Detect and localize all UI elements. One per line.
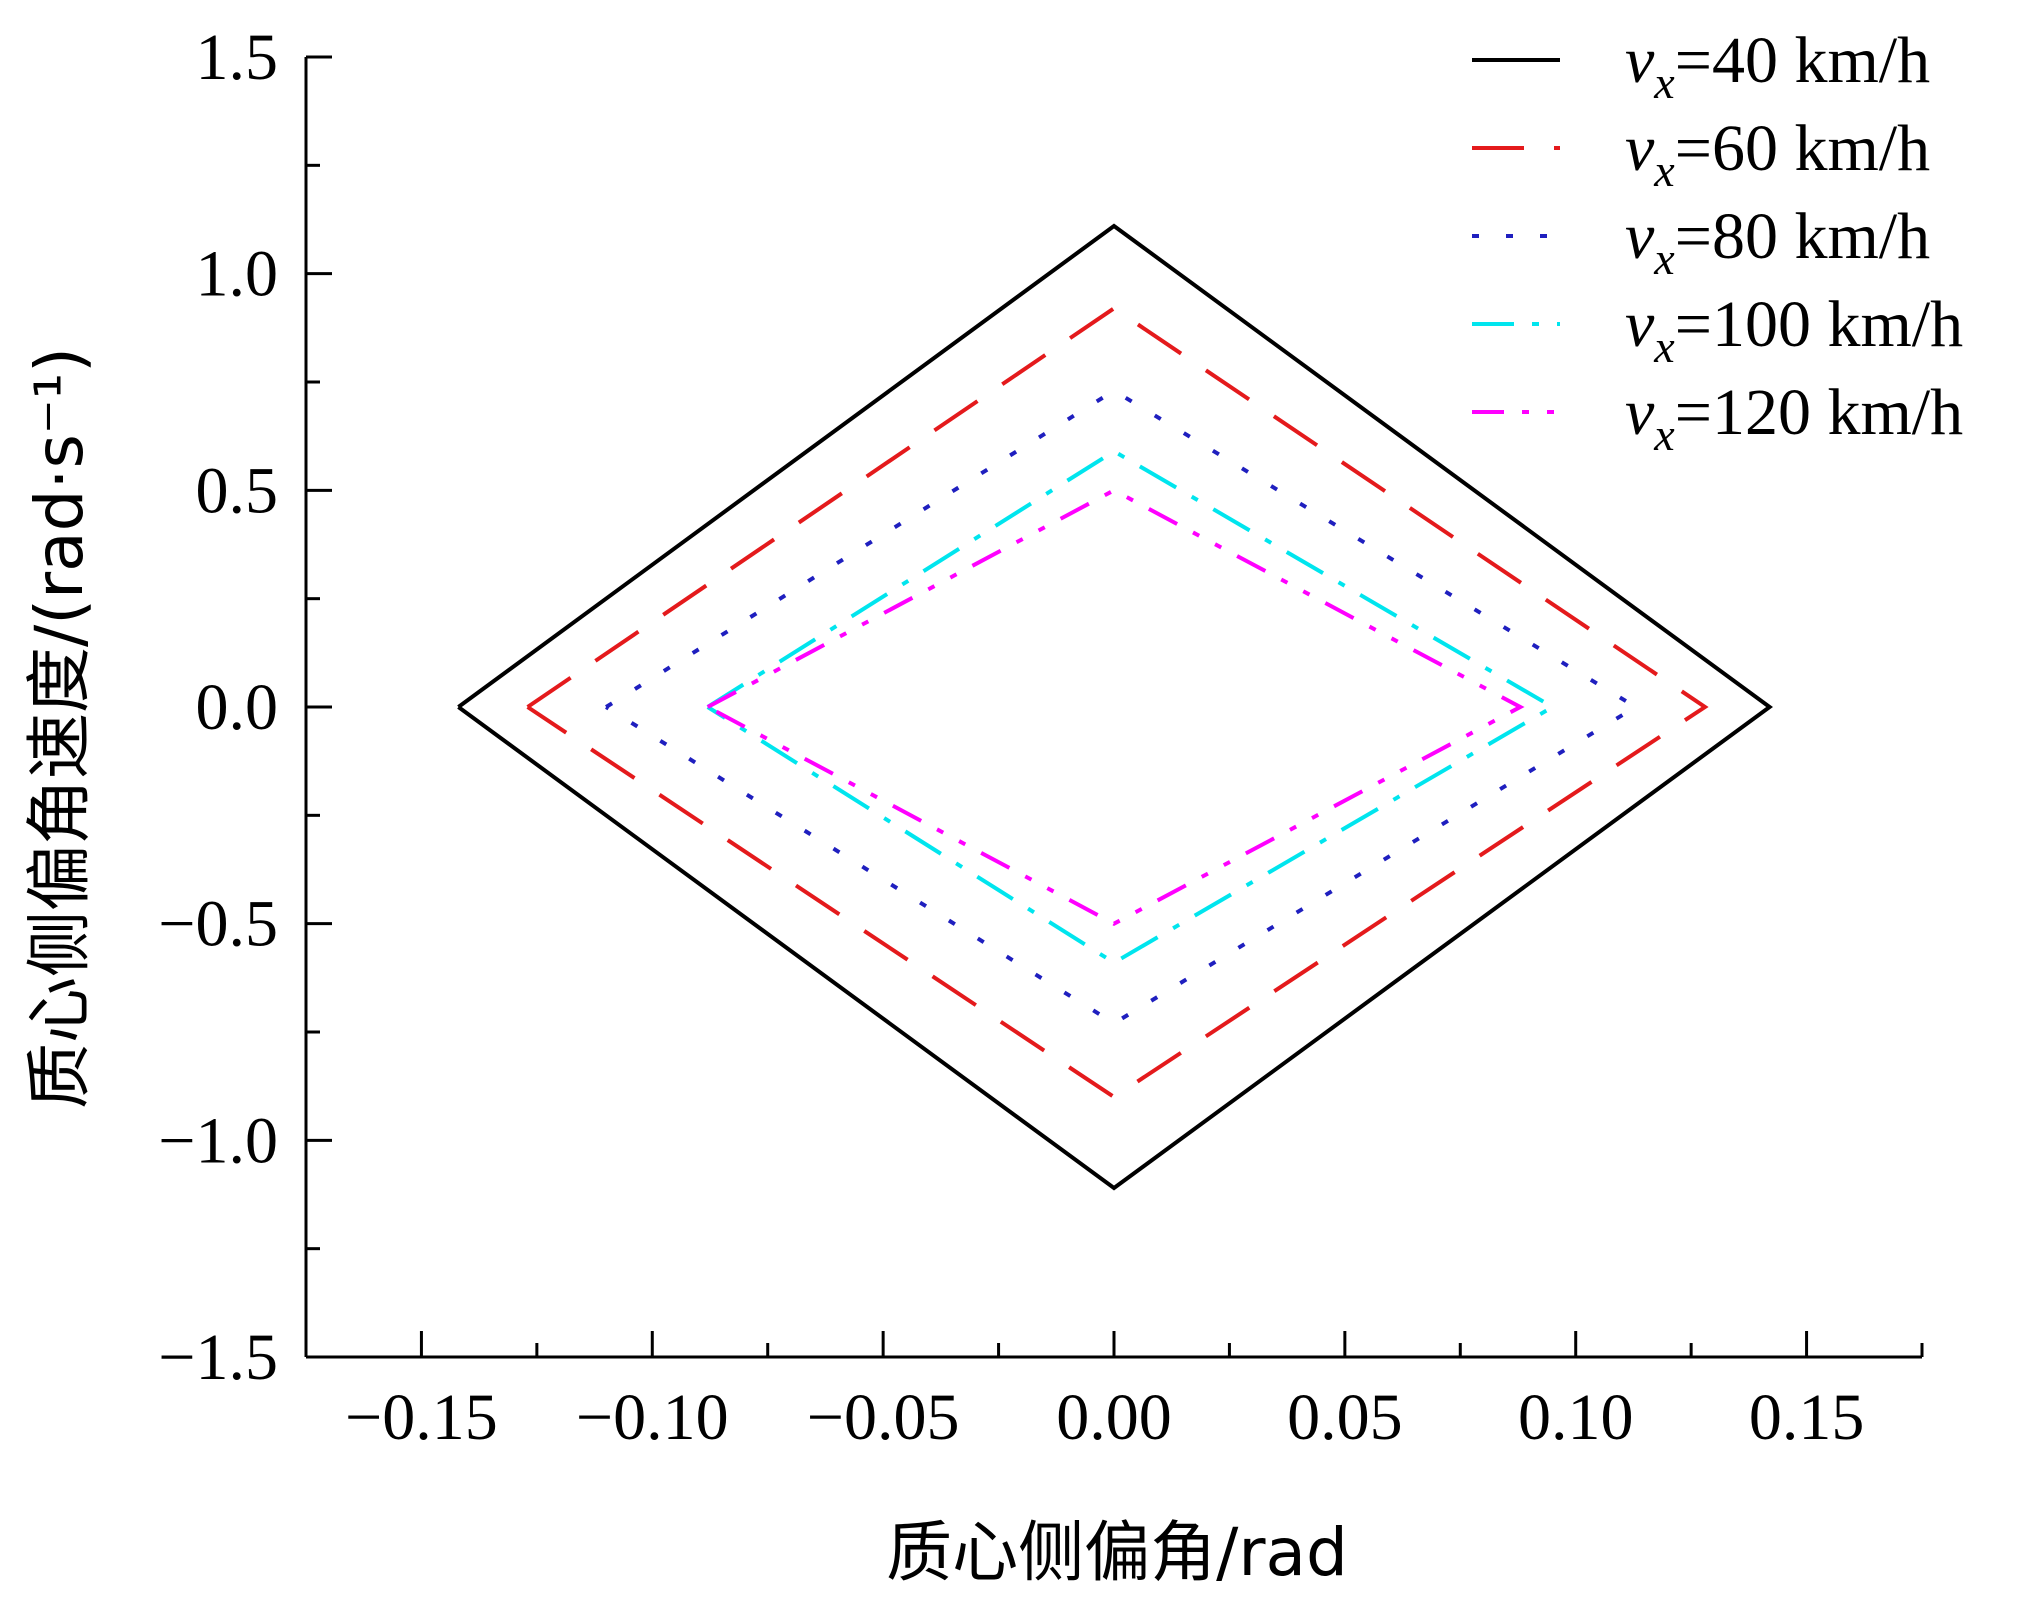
y-tick-label: −1.5 — [158, 1321, 278, 1394]
x-tick-label: 0.10 — [1518, 1381, 1634, 1454]
legend-label-5: vx=120 km/h — [1625, 376, 1963, 460]
legend-label-4: vx=100 km/h — [1625, 288, 1963, 372]
series-line-4 — [706, 448, 1557, 966]
legend-label-3: vx=80 km/h — [1625, 200, 1930, 284]
series-line-2 — [526, 305, 1709, 1100]
series-line-5 — [706, 488, 1525, 926]
y-tick-label: −1.0 — [158, 1104, 278, 1177]
plot-area — [457, 223, 1773, 1191]
x-tick-label: 0.05 — [1287, 1381, 1403, 1454]
x-tick-label: 0.00 — [1056, 1381, 1172, 1454]
x-axis-title: 质心侧偏角/rad — [886, 1514, 1348, 1591]
y-tick-label: 1.0 — [196, 238, 279, 311]
series-line-1 — [457, 223, 1773, 1191]
legend: vx=40 km/hvx=60 km/hvx=80 km/hvx=100 km/… — [1472, 24, 1963, 460]
legend-label-2: vx=60 km/h — [1625, 112, 1930, 196]
y-tick-label: 0.5 — [196, 454, 279, 527]
y-axis-title: 质心侧偏角速度/(rad·s⁻¹) — [21, 347, 98, 1109]
y-tick-label: 1.5 — [196, 21, 279, 94]
x-tick-label: −0.15 — [345, 1381, 498, 1454]
x-tick-label: 0.15 — [1749, 1381, 1865, 1454]
axes: −0.15 −0.10 −0.05 0.00 0.05 0.10 0.15 −1.5 −1.0 −… — [158, 21, 1924, 1454]
y-tick-label: −0.5 — [158, 888, 278, 961]
x-tick-label: −0.10 — [576, 1381, 729, 1454]
legend-label-1: vx=40 km/h — [1625, 24, 1930, 108]
y-tick-label: 0.0 — [196, 671, 279, 744]
x-tick-label: −0.05 — [807, 1381, 960, 1454]
